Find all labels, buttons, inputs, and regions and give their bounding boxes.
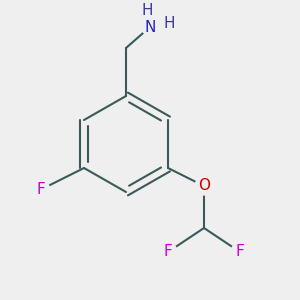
Text: F: F (36, 182, 45, 196)
Circle shape (159, 243, 177, 261)
Circle shape (231, 243, 249, 261)
Circle shape (195, 177, 213, 195)
Text: H: H (164, 16, 175, 31)
Text: N: N (144, 20, 156, 34)
Text: F: F (164, 244, 172, 260)
Text: H: H (141, 3, 153, 18)
Circle shape (32, 180, 50, 198)
Text: F: F (236, 244, 244, 260)
Circle shape (142, 19, 158, 35)
Text: O: O (198, 178, 210, 194)
